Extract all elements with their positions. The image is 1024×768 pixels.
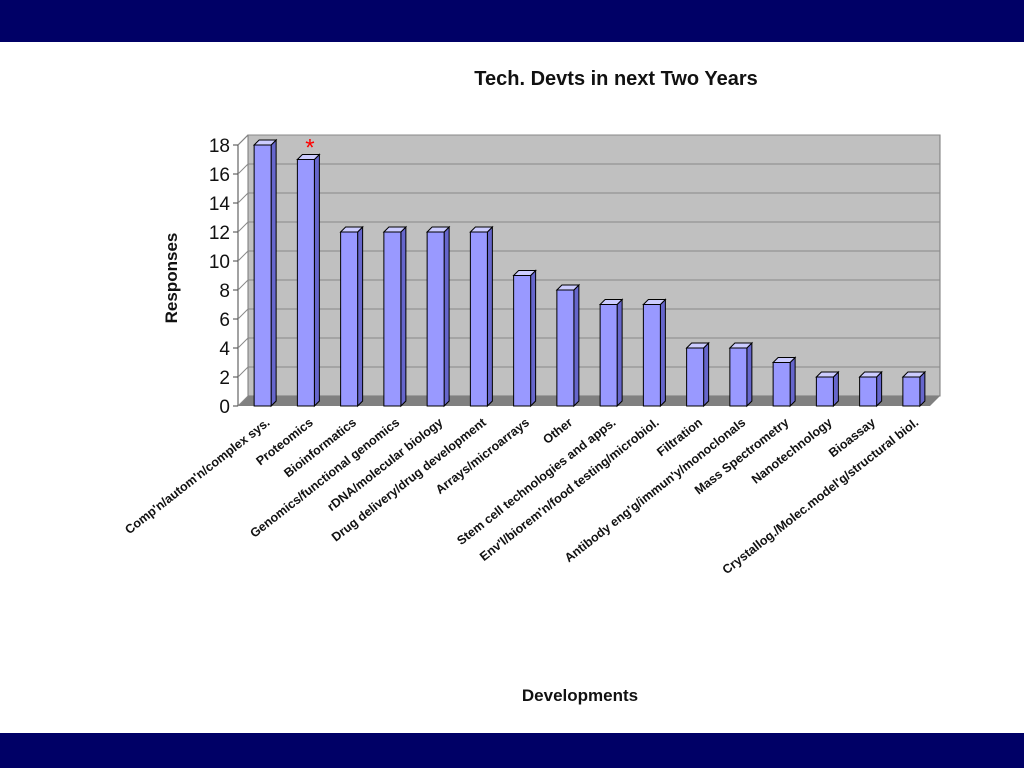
x-tick-label: Comp'n/autom'n/complex sys.	[122, 415, 272, 537]
bar-front	[296, 159, 315, 407]
gridline-side	[237, 221, 249, 233]
bar-side	[616, 298, 623, 408]
chart-title: Tech. Devts in next Two Years	[474, 68, 757, 90]
bar-front	[556, 289, 575, 407]
bar-front	[772, 362, 791, 407]
bar	[469, 225, 494, 408]
bar-side	[659, 298, 666, 408]
gridline-side	[237, 366, 249, 378]
y-tick-label: 4	[219, 339, 230, 360]
y-tick-label: 2	[219, 368, 230, 389]
bar-front	[642, 304, 661, 407]
top-band	[0, 0, 1024, 42]
bar-side	[876, 370, 883, 408]
y-axis-title: Responses	[162, 233, 181, 324]
y-tick-label: 18	[209, 136, 230, 157]
bar-side	[789, 356, 796, 408]
x-axis-ticks: Comp'n/autom'n/complex sys.ProteomicsBio…	[122, 415, 921, 577]
y-tick-label: 10	[209, 252, 230, 273]
bar-front	[340, 231, 359, 407]
gridline-side	[237, 134, 249, 146]
bar-front	[383, 231, 402, 407]
annotations: *	[305, 135, 314, 162]
bar	[642, 298, 667, 408]
bar-front	[426, 231, 445, 407]
y-tick-label: 6	[219, 310, 230, 331]
bar-side	[703, 341, 710, 408]
bar-front	[253, 144, 272, 407]
gridline-side	[237, 250, 249, 262]
plot-floor	[238, 396, 940, 406]
x-tick-label: Bioinformatics	[281, 415, 359, 480]
bar-front	[902, 376, 921, 407]
bar	[512, 269, 537, 408]
bars	[252, 138, 927, 408]
bar-front	[469, 231, 488, 407]
gridline-side	[237, 192, 249, 204]
bar	[901, 370, 927, 408]
bar-side	[357, 225, 364, 408]
bar	[685, 341, 710, 408]
bar-front	[686, 347, 705, 407]
x-tick-label: Other	[540, 415, 575, 447]
bar-side	[486, 225, 493, 408]
bar	[598, 298, 624, 408]
bar-front	[815, 376, 834, 407]
x-tick-label: Nanotechnology	[749, 415, 835, 486]
y-tick-label: 16	[209, 165, 230, 186]
bar-side	[400, 225, 407, 408]
asterisk-annotation: *	[305, 135, 314, 162]
bar	[815, 370, 840, 408]
bar	[555, 283, 581, 408]
bar-front	[513, 275, 532, 407]
bar	[382, 225, 408, 408]
gridline-side	[237, 308, 249, 320]
y-tick-label: 14	[209, 194, 231, 215]
bar-front	[729, 347, 748, 407]
bar	[771, 356, 797, 408]
y-tick-label: 0	[219, 397, 230, 418]
bar-side	[530, 269, 537, 408]
bar-side	[746, 341, 753, 408]
bar-side	[919, 370, 926, 408]
bar-side	[573, 283, 580, 408]
gridline-side	[237, 279, 249, 291]
bar	[425, 225, 451, 408]
bottom-band	[0, 733, 1024, 768]
x-tick-label: Stem cell technologies and apps.	[454, 415, 618, 547]
bar-front	[599, 304, 618, 407]
gridlines	[233, 134, 940, 407]
y-tick-label: 12	[209, 223, 230, 244]
bar	[728, 341, 754, 408]
bar-side	[313, 153, 320, 408]
y-tick-label: 8	[219, 281, 230, 302]
x-tick-label: Crystallog./Molec.model'g/structural bio…	[720, 415, 921, 577]
bar-side	[832, 370, 839, 408]
bar	[296, 153, 321, 408]
x-axis-title: Developments	[522, 686, 638, 705]
bar	[858, 370, 883, 408]
gridline-side	[237, 337, 249, 349]
bar-side	[443, 225, 450, 408]
gridline-side	[237, 395, 249, 407]
bar	[252, 138, 278, 408]
y-axis-ticks: 0 2 4 6 8 10 12 14 16 18	[209, 136, 231, 418]
gridline-side	[237, 163, 249, 175]
bar	[339, 225, 364, 408]
bar-front	[859, 376, 878, 407]
bar-side	[270, 138, 277, 408]
